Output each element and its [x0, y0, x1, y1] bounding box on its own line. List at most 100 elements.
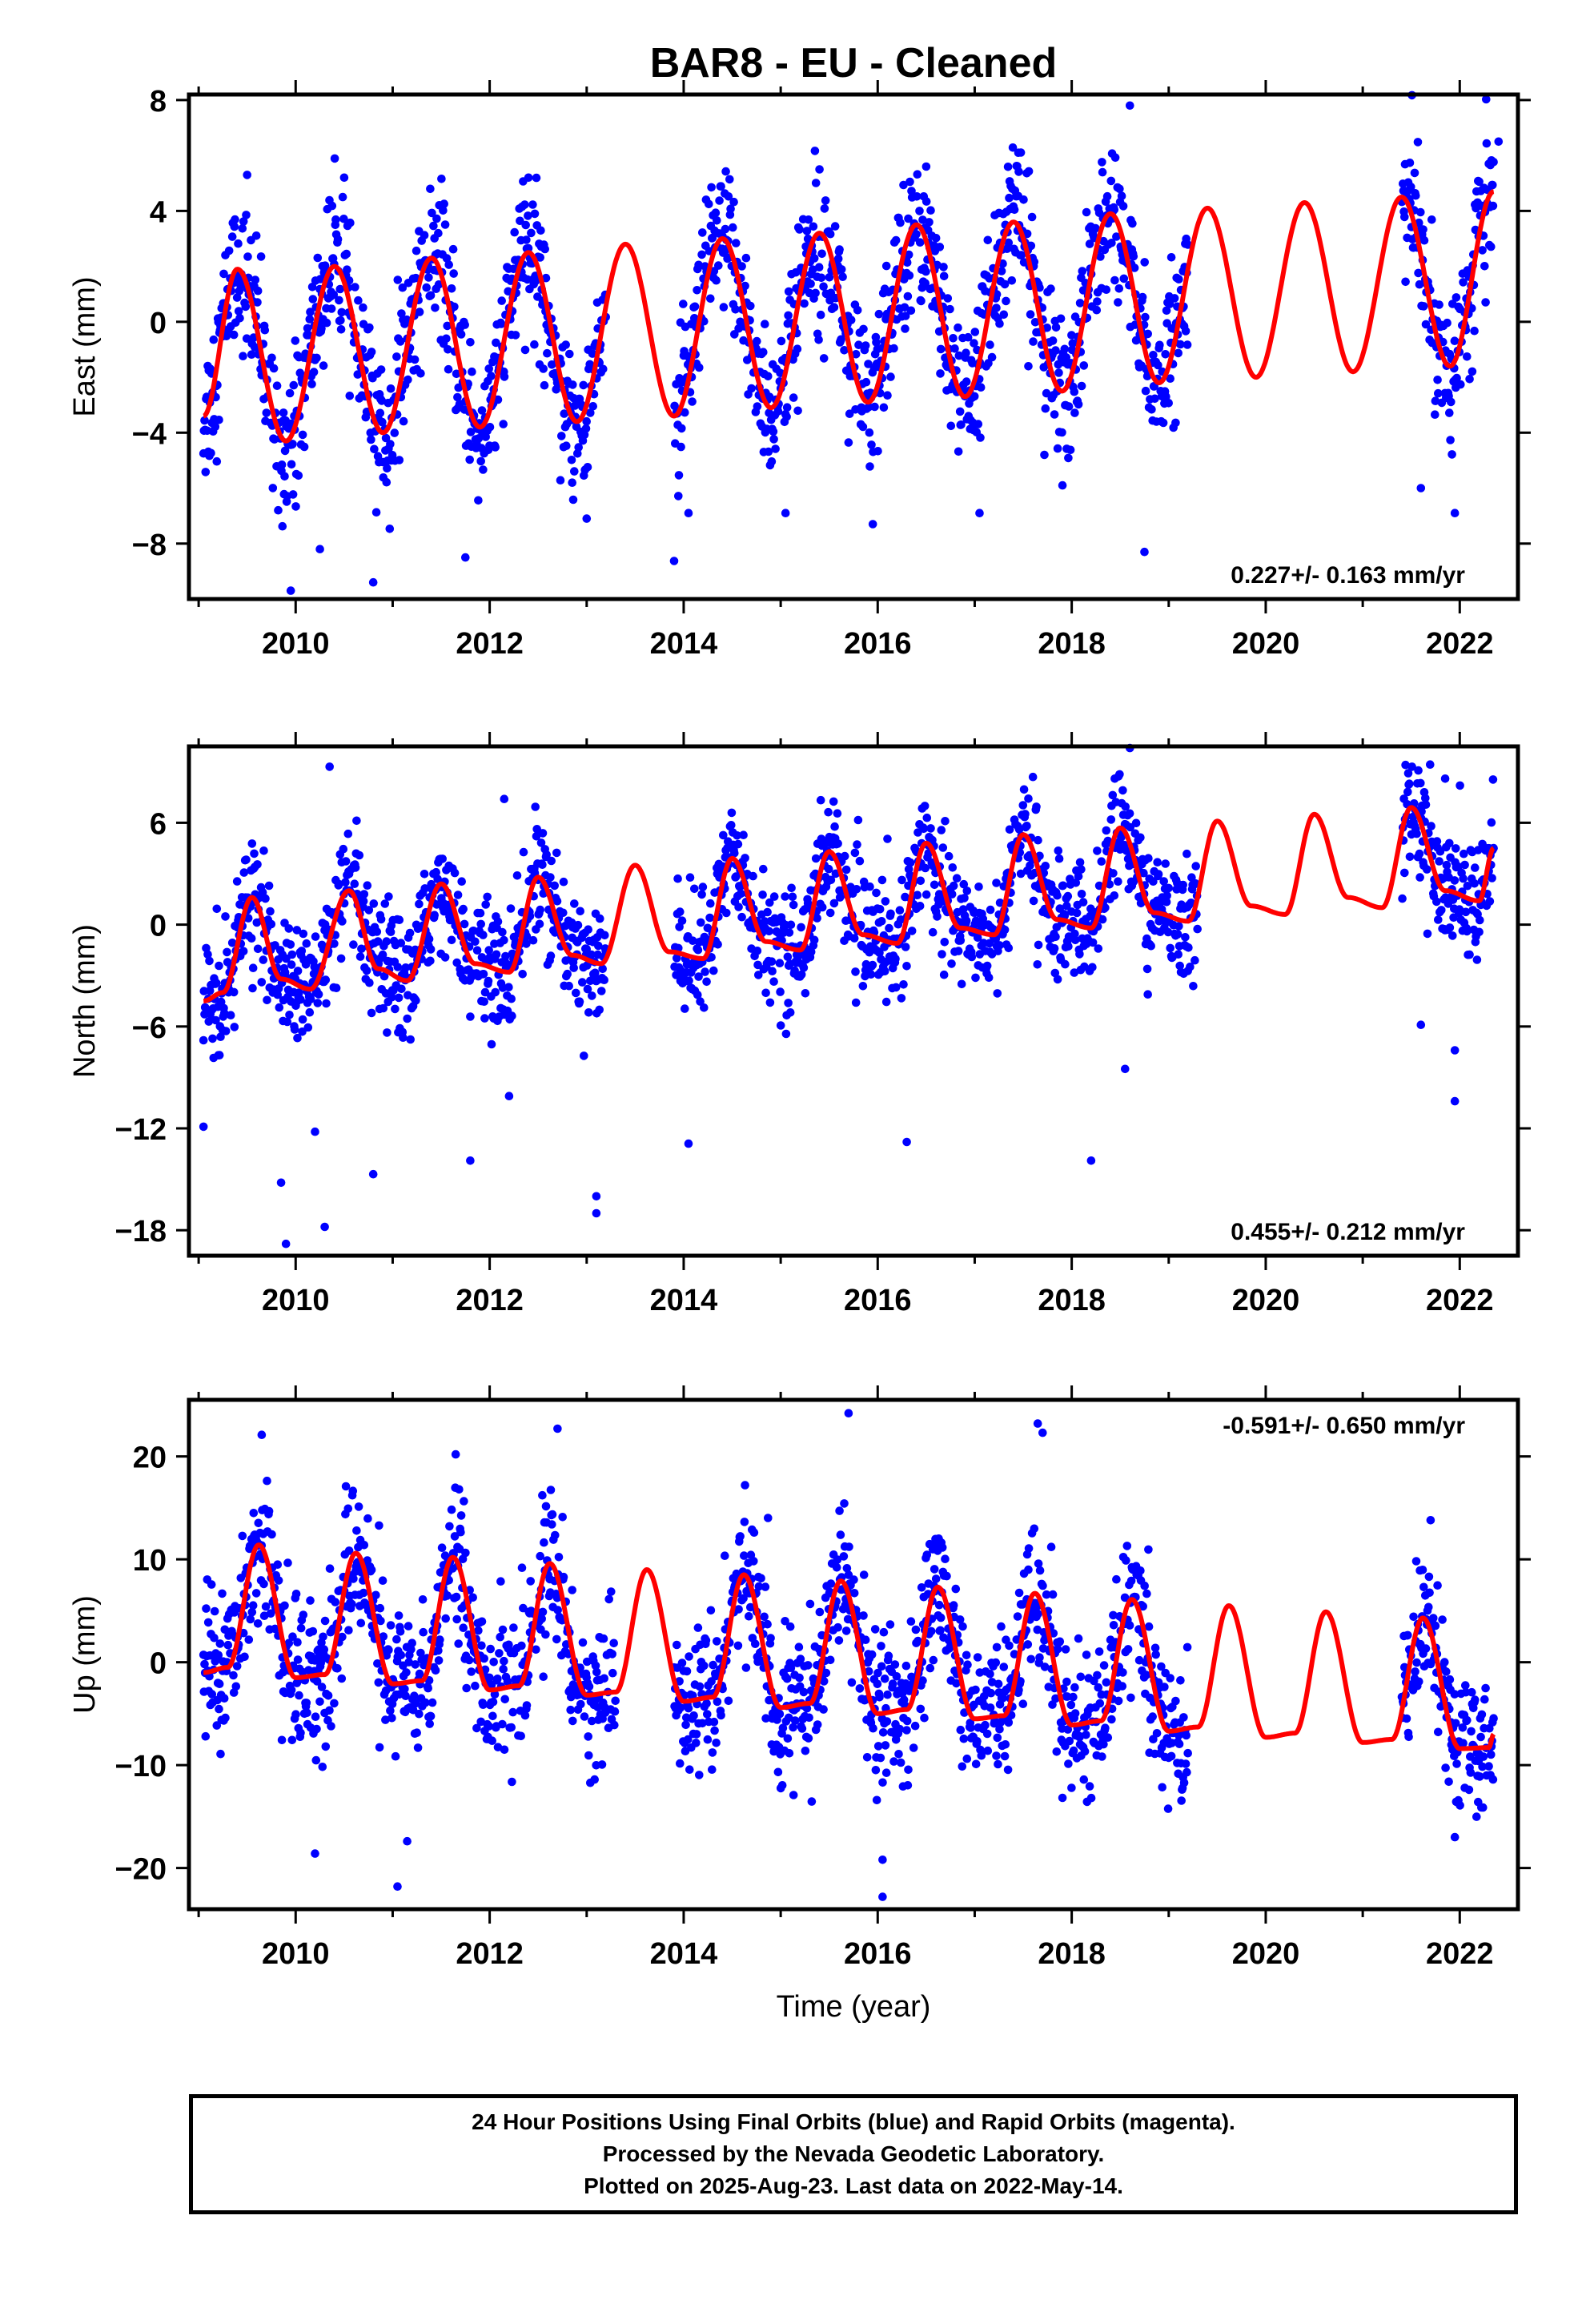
data-point — [933, 912, 942, 921]
data-point — [1470, 879, 1479, 888]
data-point — [746, 301, 755, 311]
data-point — [319, 361, 328, 370]
data-point — [974, 420, 983, 428]
data-point — [257, 978, 267, 987]
data-point — [809, 254, 819, 263]
data-point — [395, 456, 404, 464]
data-point — [335, 284, 345, 294]
data-point — [264, 881, 274, 891]
data-point — [785, 1622, 795, 1631]
data-point — [939, 271, 949, 281]
data-point — [202, 1604, 211, 1613]
data-point — [958, 1622, 967, 1631]
data-point — [915, 207, 924, 215]
data-point — [569, 963, 578, 972]
data-point — [1482, 139, 1492, 148]
data-point — [420, 231, 429, 240]
data-point — [715, 196, 724, 205]
data-point — [870, 1625, 880, 1634]
data-point-outlier — [868, 520, 877, 529]
data-point — [493, 395, 503, 404]
data-point — [881, 897, 890, 906]
data-point — [580, 1051, 588, 1060]
data-point — [971, 1685, 980, 1695]
data-point — [768, 967, 777, 975]
data-point — [1107, 1715, 1116, 1724]
data-point — [1468, 367, 1477, 376]
data-point — [899, 980, 908, 989]
data-point — [447, 284, 456, 293]
data-point — [404, 1622, 413, 1630]
data-point — [342, 249, 351, 259]
data-point — [954, 947, 963, 955]
data-point — [962, 1754, 972, 1763]
data-point — [788, 892, 797, 902]
data-point — [992, 1642, 1002, 1652]
data-point — [880, 1675, 889, 1683]
data-point — [203, 1618, 213, 1627]
data-point — [471, 1681, 480, 1691]
data-point — [248, 1601, 258, 1610]
data-point — [1488, 874, 1496, 883]
data-point — [516, 216, 524, 226]
data-point — [1487, 818, 1496, 827]
data-point-outlier — [582, 514, 592, 523]
data-point — [902, 1726, 911, 1735]
data-point — [873, 447, 882, 456]
data-point — [232, 1662, 242, 1671]
data-point — [676, 907, 685, 916]
x-tick-label: 2022 — [1426, 627, 1494, 661]
data-point — [608, 1650, 616, 1659]
data-point — [299, 1610, 308, 1619]
data-point — [532, 173, 541, 183]
data-point — [899, 180, 908, 190]
data-point — [431, 304, 440, 312]
data-point — [753, 336, 761, 346]
data-point — [795, 1673, 804, 1683]
data-point — [287, 950, 297, 959]
data-point — [560, 409, 568, 418]
data-point — [524, 211, 532, 220]
data-point — [499, 420, 508, 428]
data-point — [709, 1717, 719, 1727]
data-point — [221, 912, 230, 921]
data-point — [480, 1014, 489, 1023]
data-point — [428, 1698, 437, 1707]
data-point — [968, 359, 977, 368]
data-point — [391, 1751, 400, 1761]
data-point — [1022, 229, 1032, 239]
data-point — [730, 848, 739, 858]
data-point — [970, 392, 979, 401]
data-point — [219, 1694, 229, 1703]
data-point — [499, 1664, 508, 1674]
data-point — [741, 1663, 751, 1672]
data-point — [599, 364, 608, 374]
data-point — [221, 1027, 231, 1035]
data-point — [810, 147, 820, 155]
data-point — [274, 1576, 283, 1585]
data-point — [921, 279, 930, 288]
data-point — [498, 1625, 508, 1634]
data-point — [280, 472, 289, 481]
data-point — [349, 940, 358, 949]
data-point — [538, 829, 548, 838]
data-point — [330, 1699, 339, 1708]
data-point — [1058, 480, 1067, 490]
data-point — [930, 1565, 939, 1574]
data-point — [232, 293, 242, 302]
data-point — [1415, 279, 1424, 289]
data-point — [1488, 775, 1498, 784]
data-point — [405, 928, 415, 938]
data-point — [1052, 1747, 1062, 1756]
data-point — [676, 1759, 685, 1768]
data-point — [403, 1014, 412, 1023]
data-point-outlier — [368, 1169, 378, 1179]
data-point — [861, 1635, 870, 1644]
y-axis-label: North (mm) — [68, 924, 102, 1078]
data-point — [956, 1725, 966, 1735]
data-point — [207, 1580, 216, 1589]
data-point — [702, 977, 711, 987]
data-point — [303, 1023, 313, 1032]
data-point — [1144, 1545, 1153, 1554]
data-point — [1421, 800, 1431, 809]
